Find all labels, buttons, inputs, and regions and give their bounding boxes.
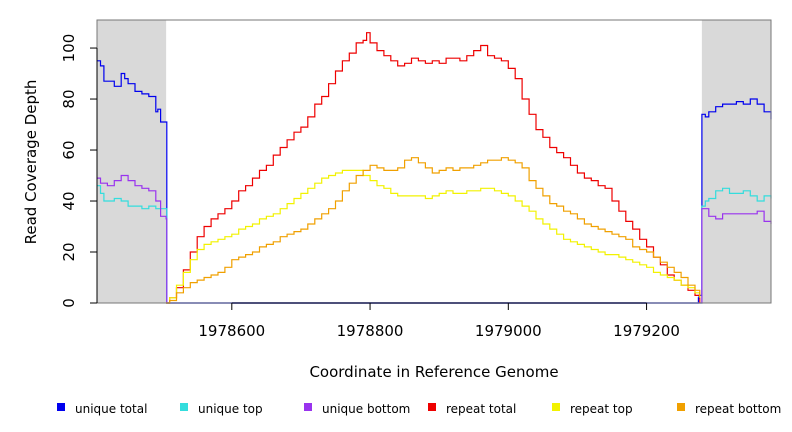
x-tick-label: 1978600 (198, 322, 265, 340)
y-tick-label: 20 (60, 242, 78, 261)
series-lines (97, 32, 772, 304)
legend-label: repeat bottom (695, 402, 781, 416)
series-line-repeat-bottom (166, 157, 701, 304)
series-line-repeat-total (166, 32, 701, 304)
legend-swatch (57, 403, 65, 411)
x-tick-label: 1979000 (475, 322, 542, 340)
shaded-region-0 (97, 20, 167, 303)
y-tick-label: 100 (60, 34, 78, 63)
y-axis-title: Read Coverage Depth (22, 80, 40, 245)
legend-label: unique total (75, 402, 147, 416)
legend-swatch (304, 403, 312, 411)
legend-swatch (428, 403, 436, 411)
legend-label: repeat total (446, 402, 516, 416)
series-line-repeat-top (166, 169, 701, 304)
legend-label: repeat top (570, 402, 633, 416)
x-tick-label: 1979200 (613, 322, 680, 340)
legend: unique total unique top unique bottom repea… (57, 402, 781, 416)
x-tick-label: 1978800 (337, 322, 404, 340)
series-line-unique-bottom (97, 174, 772, 304)
legend-label: unique bottom (322, 402, 410, 416)
y-tick-label: 80 (60, 89, 78, 108)
legend-label: unique top (198, 402, 263, 416)
shaded-regions (97, 20, 771, 303)
y-axis: 0 20 40 60 80 100 (60, 34, 98, 308)
y-tick-label: 60 (60, 140, 78, 159)
x-axis-title: Coordinate in Reference Genome (309, 363, 558, 381)
y-tick-label: 40 (60, 191, 78, 210)
y-tick-label: 0 (60, 298, 78, 308)
series-line-unique-total (97, 60, 772, 304)
legend-swatch (677, 403, 685, 411)
legend-swatch (180, 403, 188, 411)
series-line-unique-top (97, 185, 772, 304)
x-axis: 1978600 1978800 1979000 1979200 (198, 302, 680, 340)
legend-swatch (552, 403, 560, 411)
plot-frame (96, 19, 772, 304)
shaded-region-1 (701, 20, 771, 303)
